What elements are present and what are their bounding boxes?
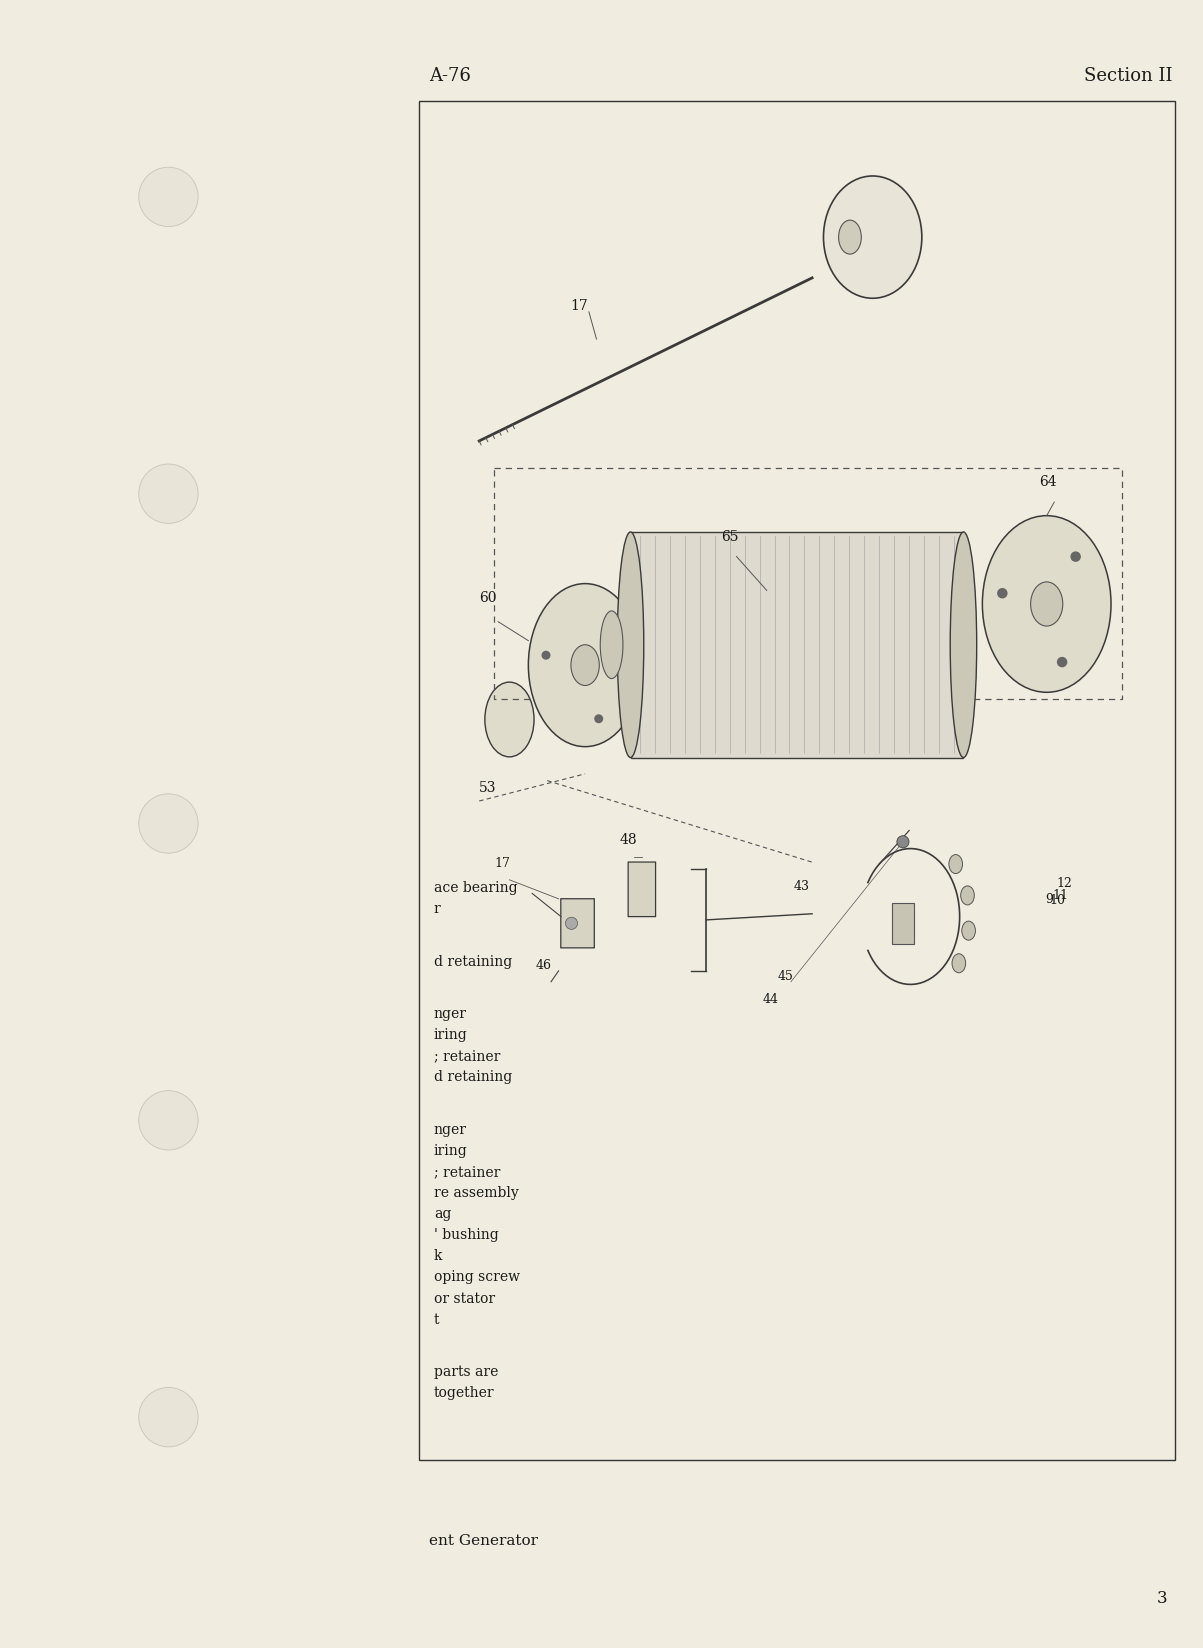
Ellipse shape bbox=[1031, 582, 1062, 626]
Text: iring: iring bbox=[434, 1028, 468, 1042]
Text: parts are: parts are bbox=[434, 1365, 498, 1378]
Text: 45: 45 bbox=[778, 969, 794, 982]
Text: 17: 17 bbox=[494, 857, 510, 870]
Circle shape bbox=[897, 836, 909, 849]
Ellipse shape bbox=[824, 176, 921, 298]
Text: r: r bbox=[434, 901, 440, 915]
Text: 11: 11 bbox=[1053, 888, 1068, 901]
Ellipse shape bbox=[950, 532, 977, 758]
Circle shape bbox=[138, 794, 198, 854]
Bar bbox=[891, 903, 914, 944]
Text: d retaining: d retaining bbox=[434, 954, 512, 967]
Text: 64: 64 bbox=[1039, 475, 1056, 489]
Text: 53: 53 bbox=[479, 781, 497, 794]
Ellipse shape bbox=[571, 646, 599, 686]
Text: 43: 43 bbox=[793, 880, 810, 893]
Text: Section II: Section II bbox=[1084, 68, 1173, 84]
Ellipse shape bbox=[952, 954, 966, 974]
Circle shape bbox=[565, 918, 577, 929]
Text: 9: 9 bbox=[1045, 892, 1053, 905]
Text: 44: 44 bbox=[763, 992, 778, 1005]
Text: ' bushing: ' bushing bbox=[434, 1228, 498, 1241]
Text: or stator: or stator bbox=[434, 1290, 494, 1305]
Text: 65: 65 bbox=[722, 529, 739, 544]
Ellipse shape bbox=[962, 921, 976, 941]
Text: d retaining: d retaining bbox=[434, 1070, 512, 1084]
Ellipse shape bbox=[485, 682, 534, 758]
Text: ag: ag bbox=[434, 1206, 451, 1221]
Circle shape bbox=[1071, 552, 1080, 562]
Circle shape bbox=[1057, 658, 1067, 667]
Ellipse shape bbox=[961, 887, 974, 905]
Text: A-76: A-76 bbox=[428, 68, 470, 84]
FancyBboxPatch shape bbox=[628, 862, 656, 916]
Ellipse shape bbox=[528, 585, 642, 747]
Ellipse shape bbox=[617, 532, 644, 758]
Text: 60: 60 bbox=[479, 590, 497, 605]
Text: oping screw: oping screw bbox=[434, 1269, 520, 1284]
Ellipse shape bbox=[949, 855, 962, 873]
Text: 10: 10 bbox=[1049, 893, 1065, 906]
Circle shape bbox=[606, 618, 615, 626]
Text: 17: 17 bbox=[570, 298, 588, 313]
Circle shape bbox=[138, 465, 198, 524]
Circle shape bbox=[138, 168, 198, 227]
Text: nger: nger bbox=[434, 1122, 467, 1137]
Ellipse shape bbox=[600, 611, 623, 679]
Bar bbox=[630, 532, 964, 758]
Text: k: k bbox=[434, 1249, 443, 1262]
Circle shape bbox=[997, 590, 1007, 598]
Text: 12: 12 bbox=[1056, 877, 1072, 888]
Text: iring: iring bbox=[434, 1144, 468, 1157]
Text: 48: 48 bbox=[620, 832, 636, 847]
Text: re assembly: re assembly bbox=[434, 1185, 518, 1200]
Text: together: together bbox=[434, 1386, 494, 1399]
Text: ace bearing: ace bearing bbox=[434, 880, 517, 895]
Text: t: t bbox=[434, 1312, 439, 1325]
Text: 3: 3 bbox=[1156, 1589, 1167, 1605]
Text: ; retainer: ; retainer bbox=[434, 1048, 500, 1063]
Text: nger: nger bbox=[434, 1007, 467, 1020]
Ellipse shape bbox=[838, 221, 861, 255]
Text: ent Generator: ent Generator bbox=[428, 1533, 538, 1546]
Bar bbox=[419, 102, 1175, 1460]
Circle shape bbox=[595, 715, 603, 723]
Text: 46: 46 bbox=[535, 957, 552, 971]
Ellipse shape bbox=[983, 516, 1112, 692]
Text: ; retainer: ; retainer bbox=[434, 1165, 500, 1178]
Circle shape bbox=[138, 1091, 198, 1150]
Circle shape bbox=[138, 1388, 198, 1447]
Circle shape bbox=[543, 653, 550, 659]
FancyBboxPatch shape bbox=[561, 900, 594, 948]
